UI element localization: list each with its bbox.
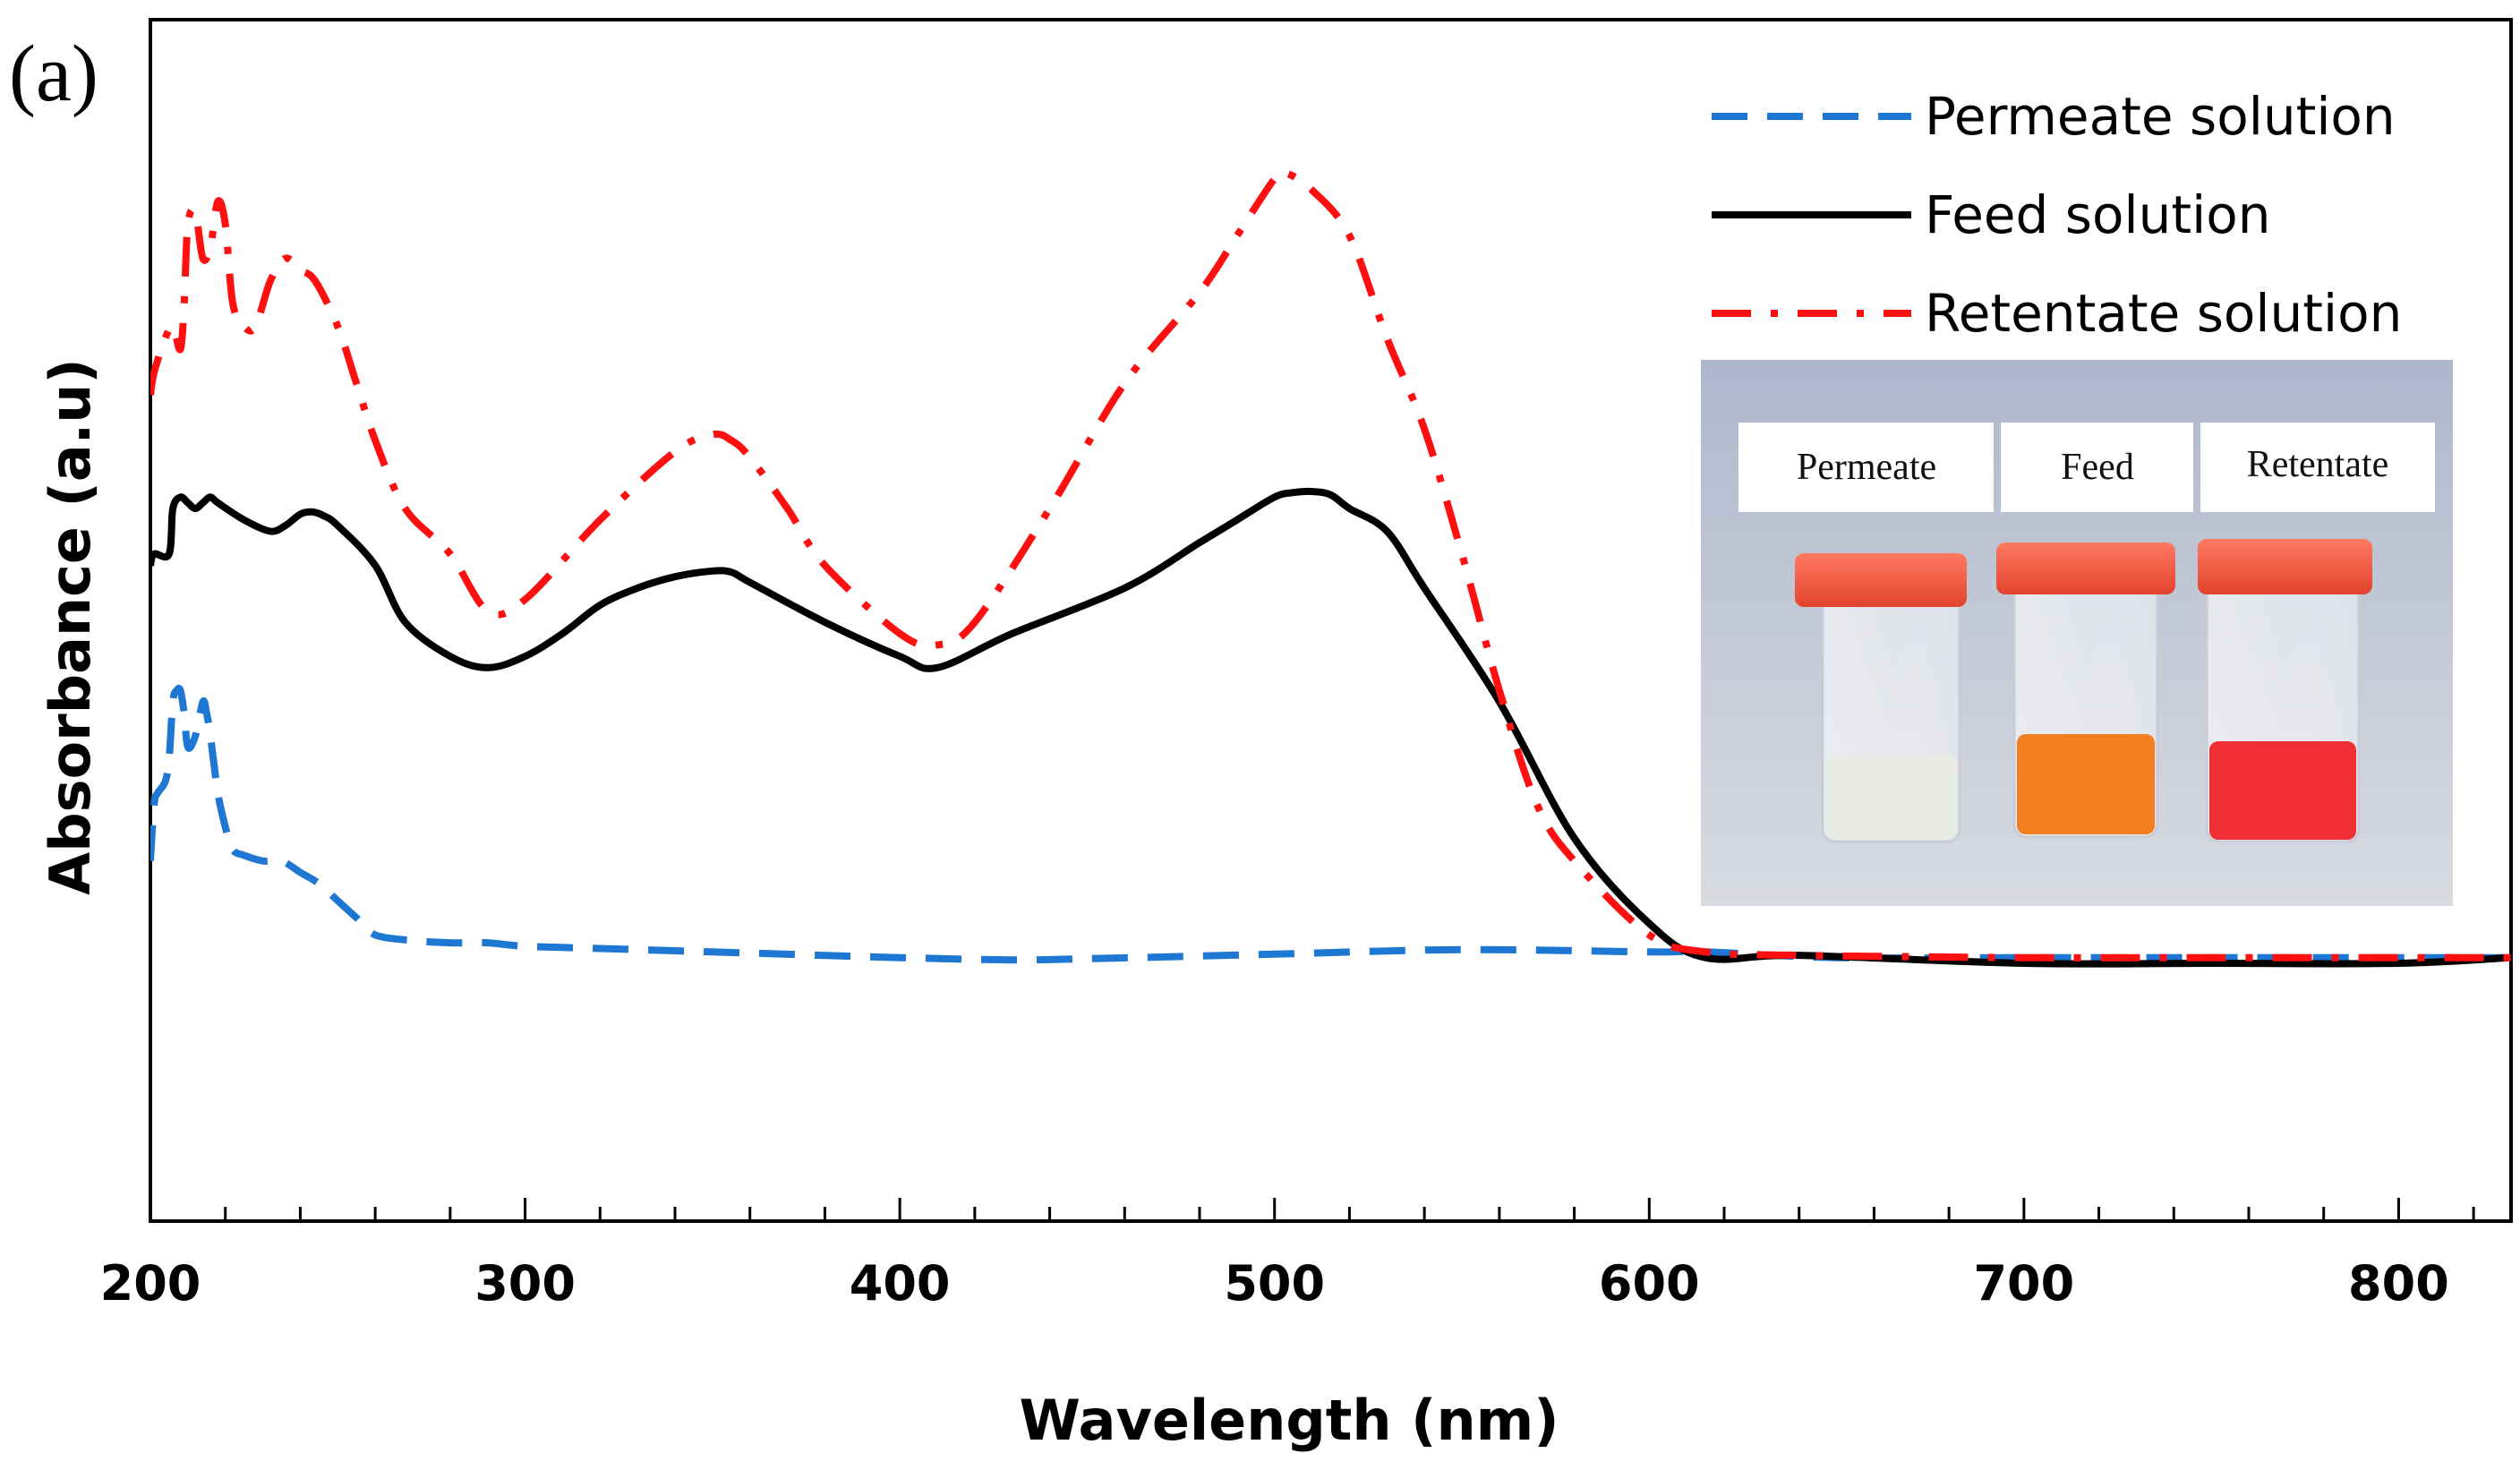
photo-label-box-permeate — [1738, 423, 1994, 512]
x-tick-label: 400 — [850, 1255, 951, 1312]
vial-permeate-cap — [1795, 553, 1967, 607]
legend-label-feed: Feed solution — [1925, 184, 2271, 245]
x-tick-label: 200 — [100, 1255, 201, 1312]
vial-feed-cap — [1996, 543, 2175, 594]
legend: Permeate solution Feed solution Retentat… — [1712, 86, 2402, 344]
x-tick-label: 300 — [474, 1255, 576, 1312]
vial-permeate-liquid — [1825, 754, 1957, 840]
x-tick-label: 800 — [2348, 1255, 2449, 1312]
vial-retentate — [2198, 539, 2372, 843]
plot-frame — [149, 18, 2513, 1223]
vial-retentate-cap — [2198, 539, 2372, 594]
legend-label-permeate: Permeate solution — [1925, 86, 2396, 147]
photo-label-feed: Feed — [2061, 447, 2134, 488]
series-line-feed — [150, 487, 2511, 968]
vial-feed-liquid — [2017, 734, 2155, 834]
series-layer — [150, 167, 2511, 968]
vial-feed — [1996, 543, 2175, 839]
photo-label-permeate: Permeate — [1797, 447, 1936, 488]
x-axis-ticks — [149, 1198, 2475, 1221]
x-axis-title: Wavelength (nm) — [1019, 1388, 1559, 1453]
x-tick-label: 500 — [1224, 1255, 1325, 1312]
x-tick-label: 700 — [1973, 1255, 2074, 1312]
photo-label-retentate: Retentate — [2247, 444, 2389, 485]
x-axis-tick-labels: 200 300 400 500 600 700 800 — [100, 1255, 2449, 1312]
y-axis-title: Absorbance (a.u) — [38, 358, 103, 894]
panel-label: (a) — [9, 30, 98, 118]
vial-permeate — [1795, 553, 1967, 843]
inset-photo: Permeate Feed Retentate — [1701, 360, 2453, 906]
series-line-permeate — [150, 684, 2511, 964]
photo-label-box-retentate — [2200, 423, 2435, 512]
vial-retentate-liquid — [2209, 741, 2356, 840]
series-line-retentate — [150, 167, 2511, 961]
photo-label-box-feed — [2001, 423, 2193, 512]
legend-label-retentate: Retentate solution — [1925, 283, 2402, 344]
x-tick-label: 600 — [1599, 1255, 1700, 1312]
